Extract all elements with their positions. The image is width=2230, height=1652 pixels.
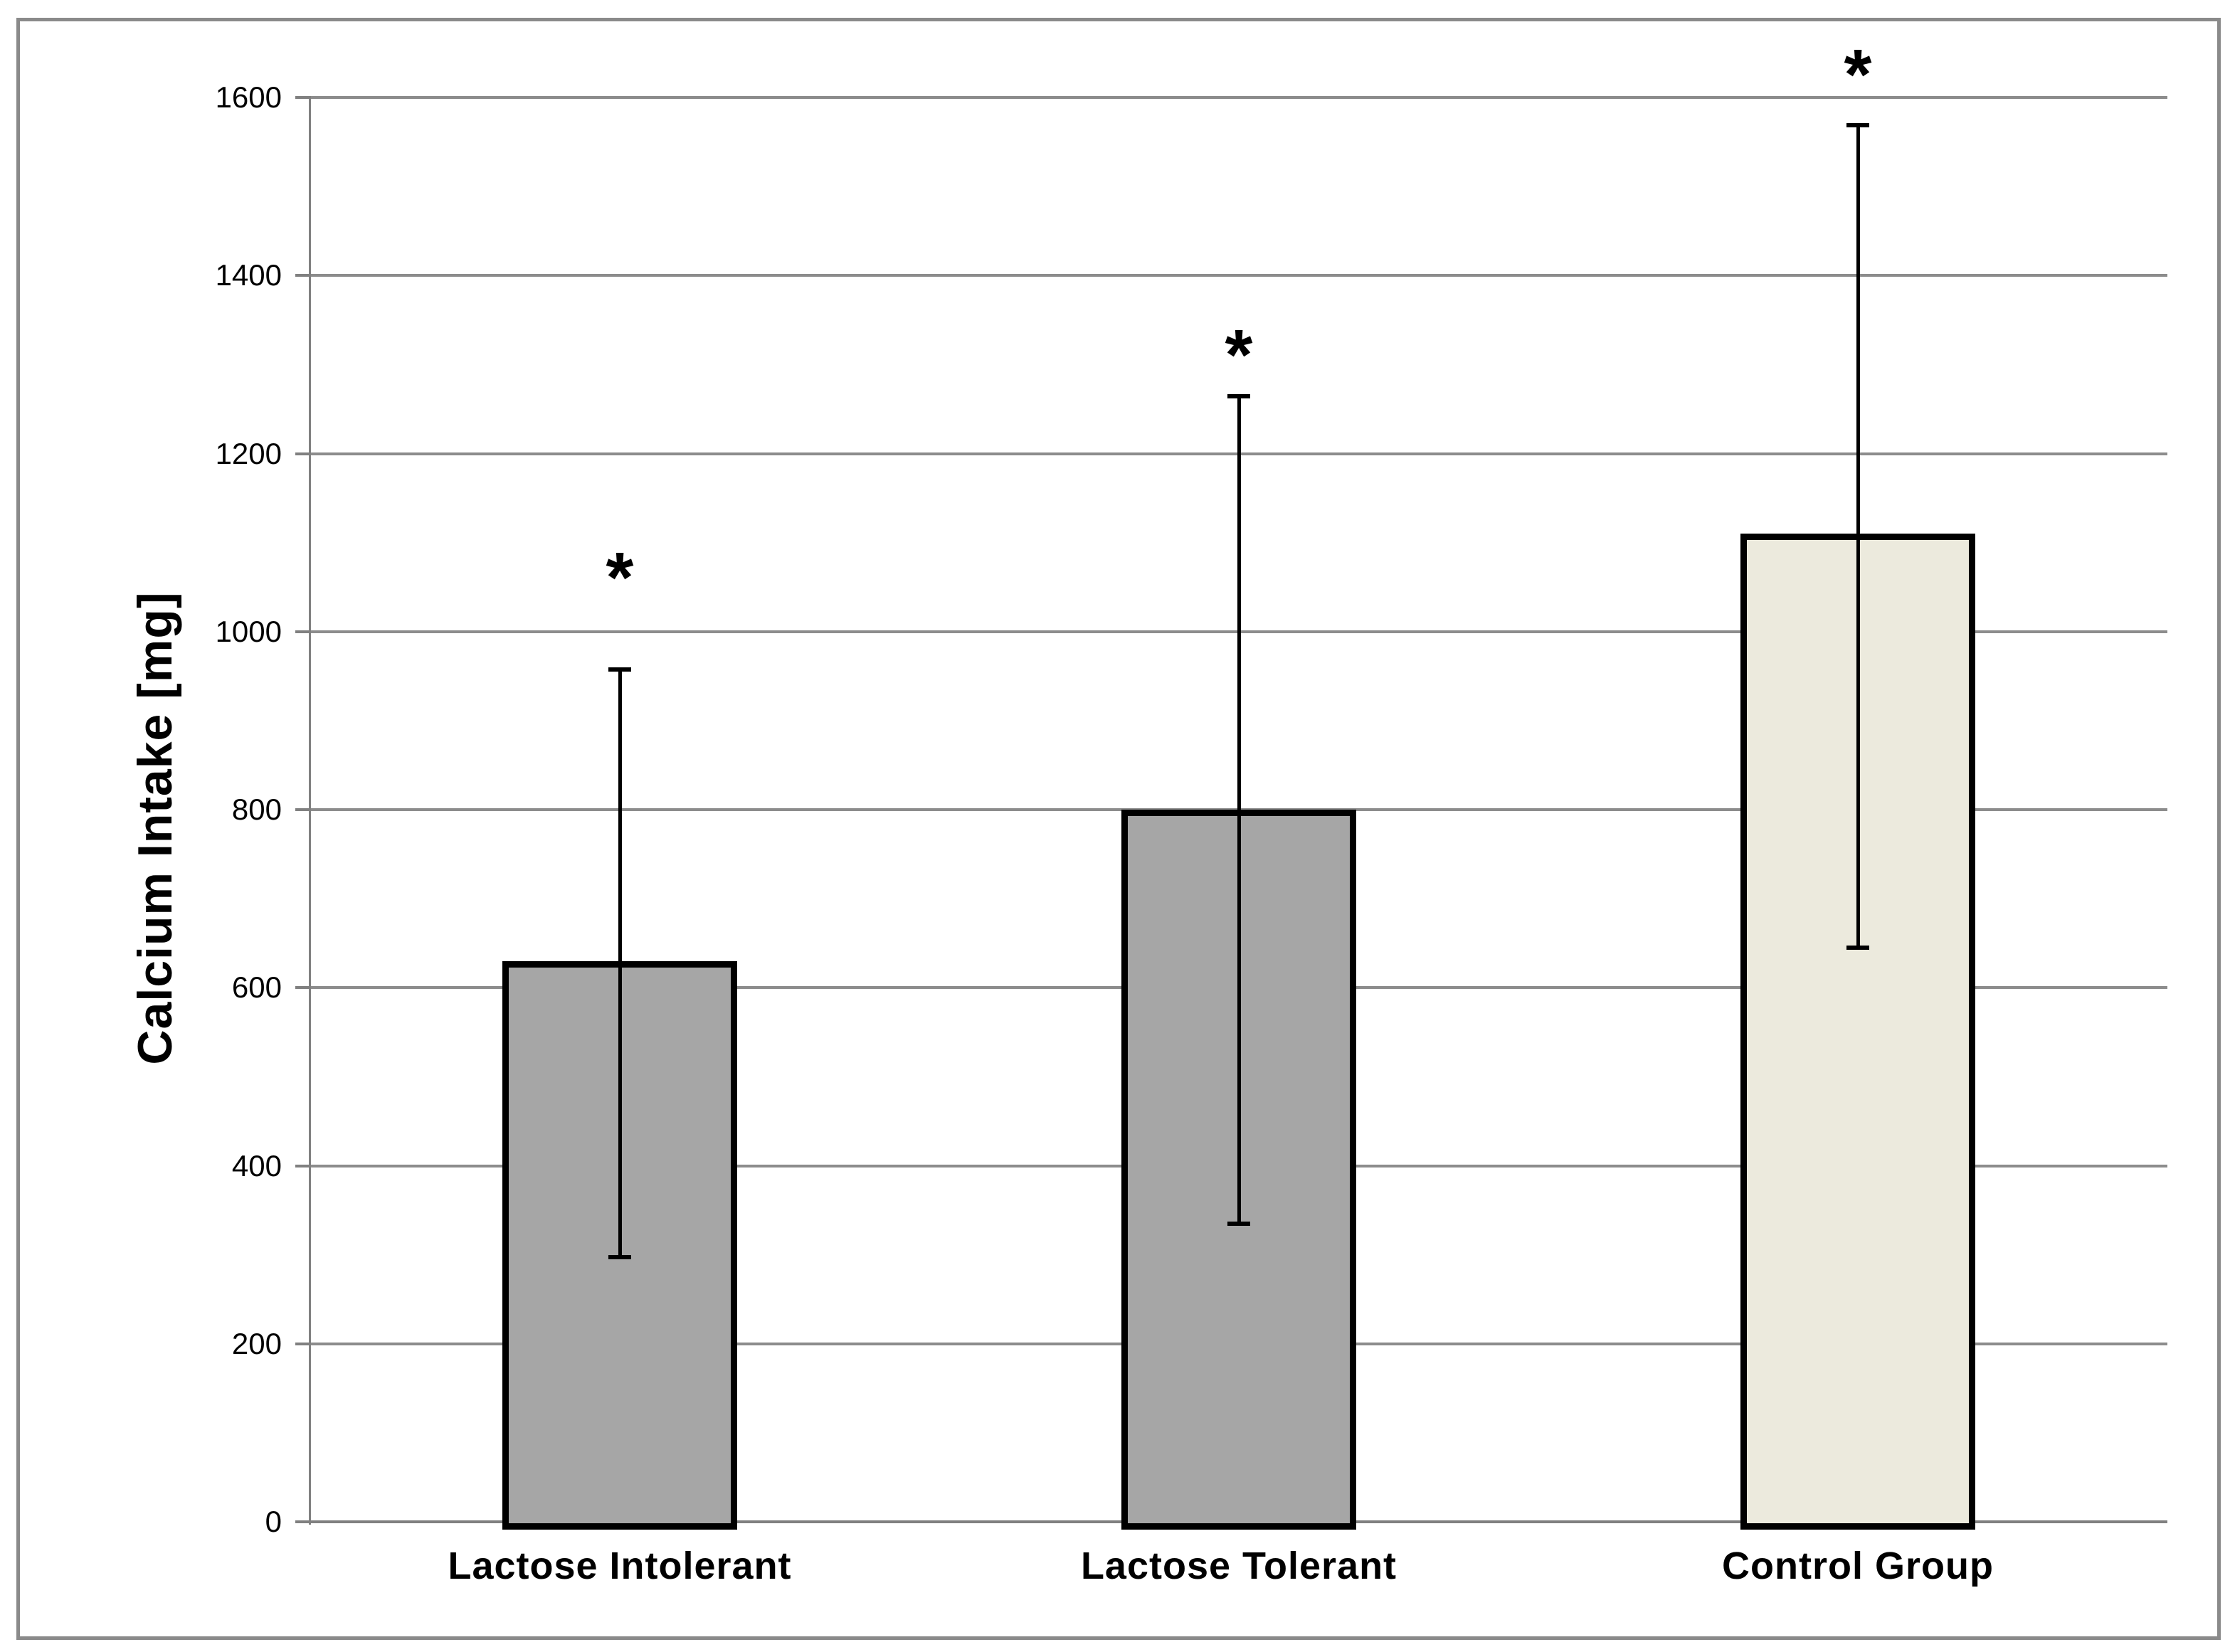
figure-border: Calcium Intake [mg] 0 200 400 600 800 1000 120…	[16, 18, 2221, 1640]
error-bar-cap-bottom-3	[1846, 945, 1869, 950]
y-tick-label-0: 0	[265, 1505, 282, 1538]
error-bar-cap-bottom-2	[1227, 1221, 1250, 1226]
y-tick-600	[295, 986, 310, 990]
x-category-label-1: Lactose Intolerant	[448, 1545, 792, 1587]
y-tick-200	[295, 1342, 310, 1345]
x-category-label-2: Lactose Tolerant	[1080, 1545, 1397, 1587]
y-tick-label-1600: 1600	[215, 80, 282, 114]
x-category-label-3: Control Group	[1722, 1545, 1994, 1587]
y-tick-label-1400: 1400	[215, 258, 282, 292]
y-tick-label-1000: 1000	[215, 614, 282, 648]
error-bar-cap-bottom-1	[608, 1255, 631, 1260]
y-tick-400	[295, 1164, 310, 1167]
y-tick-1200	[295, 452, 310, 455]
gridline-1400	[310, 274, 2167, 277]
error-bar-cap-top-2	[1227, 394, 1250, 399]
significance-asterisk-3: *	[1844, 35, 1872, 115]
y-tick-0	[295, 1520, 310, 1523]
y-tick-label-800: 800	[231, 793, 282, 826]
y-tick-1000	[295, 630, 310, 633]
error-bar-cap-top-3	[1846, 122, 1869, 127]
significance-asterisk-2: *	[1225, 315, 1253, 396]
error-bar-line-3	[1856, 124, 1860, 948]
gridline-1600	[310, 96, 2167, 99]
y-tick-label-600: 600	[231, 970, 282, 1005]
error-bar-cap-top-1	[608, 667, 631, 672]
y-tick-label-1200: 1200	[215, 436, 282, 470]
y-axis-line	[309, 96, 311, 1525]
y-tick-1600	[295, 96, 310, 99]
significance-asterisk-1: *	[606, 538, 634, 618]
y-tick-800	[295, 808, 310, 811]
error-bar-line-1	[618, 669, 622, 1258]
y-tick-1400	[295, 274, 310, 277]
error-bar-line-2	[1237, 396, 1241, 1224]
y-tick-label-200: 200	[231, 1326, 282, 1360]
y-tick-label-400: 400	[231, 1148, 282, 1182]
